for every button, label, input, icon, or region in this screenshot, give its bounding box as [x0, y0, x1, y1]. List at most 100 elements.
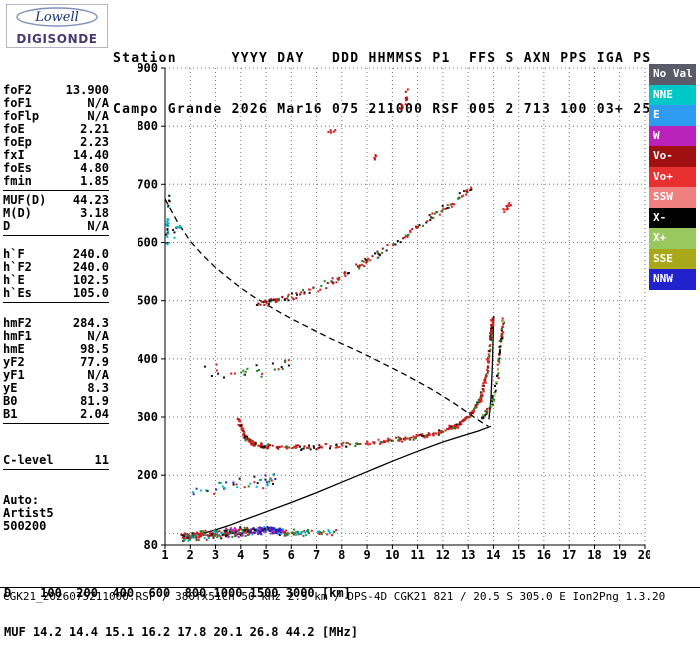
parameter-row: M(D) 3.18	[3, 207, 109, 220]
parameter-label: foF1	[3, 96, 32, 110]
parameter-value: N/A	[87, 368, 109, 382]
parameter-value: 77.9	[80, 355, 109, 369]
x-tick-label: 9	[363, 548, 370, 562]
x-tick-label: 10	[385, 548, 399, 562]
x-tick-label: 12	[436, 548, 450, 562]
ionogram-window: Lowell DIGISONDE Station YYYY DAY DDD HH…	[0, 4, 700, 639]
file-info-footer: CGK21_2026075211000.RSF / 380fx51Ch 50 k…	[3, 590, 666, 603]
panel-separator	[3, 469, 109, 470]
parameter-value: 14.40	[72, 148, 109, 162]
plot-grid	[165, 67, 646, 545]
y-tick-label: 400	[138, 352, 158, 366]
parameter-label: C-level	[3, 453, 54, 467]
parameter-value: 3.18	[80, 206, 109, 220]
footer-divider	[0, 587, 700, 588]
y-tick-label: 900	[138, 61, 158, 75]
legend-item-vo-: Vo-	[649, 146, 696, 167]
parameter-row: fmin 1.85	[3, 175, 109, 188]
y-tick-label: 200	[138, 468, 158, 482]
parameter-label: D	[3, 219, 11, 233]
parameter-row: foE 2.21	[3, 123, 109, 136]
parameter-label: yF1	[3, 368, 25, 382]
parameters-panel: foF2 13.900 foF1 N/A foFlp N/A foE 2.21 foEp 2.23…	[3, 84, 109, 533]
x-tick-label: 19	[612, 548, 626, 562]
parameter-value: 1.85	[80, 174, 109, 188]
muf-table: D 100 200 400 600 800 1000 1500 3000 [km…	[4, 561, 358, 665]
parameter-label: B0	[3, 394, 18, 408]
parameter-row: hmF2 284.3	[3, 317, 109, 330]
autoscale-info: Auto: Artist5 500200	[3, 494, 109, 533]
parameter-row: h`Es 105.0	[3, 287, 109, 300]
parameter-row: foF1 N/A	[3, 97, 109, 110]
panel-separator	[3, 235, 109, 236]
parameter-row: h`E 102.5	[3, 274, 109, 287]
x-tick-label: 1	[161, 548, 168, 562]
legend-item-e: E	[649, 105, 696, 126]
parameter-row: hmE 98.5	[3, 343, 109, 356]
x-tick-label: 4	[237, 548, 244, 562]
parameter-group: h`F 240.0 h`F2 240.0 h`E 102.5 h`Es 105.0	[3, 248, 109, 300]
x-tick-label: 14	[486, 548, 500, 562]
parameter-row: yE 8.3	[3, 382, 109, 395]
x-tick-label: 15	[511, 548, 525, 562]
parameter-value: 44.23	[72, 193, 109, 207]
direction-legend: No Val NNE E W Vo- Vo+ SSW X- X+ SSE NNW	[649, 64, 696, 290]
echo-trace-top-cluster-3	[373, 154, 377, 161]
x-tick-label: 20	[638, 548, 650, 562]
legend-item-x+: X+	[649, 228, 696, 249]
echo-trace-f-trace-o-mode	[236, 317, 495, 451]
parameter-group: hmF2 284.3 hmF1 N/A hmE 98.5 yF2 77.9 yF1 N/A yE 8.…	[3, 317, 109, 421]
parameter-value: 2.04	[80, 407, 109, 421]
parameter-row: foF2 13.900	[3, 84, 109, 97]
echo-trace-e-layer-left	[180, 529, 228, 543]
parameter-label: M(D)	[3, 206, 32, 220]
autoscale-info-line: Artist5	[3, 506, 54, 520]
echo-trace-spread-left-2	[172, 225, 182, 239]
parameter-value: 81.9	[80, 394, 109, 408]
parameter-group: MUF(D) 44.23 M(D) 3.18 D N/A	[3, 194, 109, 233]
x-tick-label: 16	[537, 548, 551, 562]
parameter-group: C-level 11	[3, 454, 109, 467]
x-tick-label: 13	[461, 548, 475, 562]
parameter-label: h`F	[3, 247, 25, 261]
parameter-label: h`F2	[3, 260, 32, 274]
logo-digisonde-text: DIGISONDE	[16, 32, 98, 46]
parameter-value: 240.0	[72, 247, 109, 261]
header-columns-line: Station YYYY DAY DDD HHMMSS P1 FFS S AXN…	[113, 51, 652, 66]
parameter-label: MUF(D)	[3, 193, 47, 207]
parameter-row: h`F 240.0	[3, 248, 109, 261]
y-tick-label: 700	[138, 177, 158, 191]
parameter-value: 105.0	[72, 286, 109, 300]
parameter-label: foFlp	[3, 109, 40, 123]
parameter-row: C-level 11	[3, 454, 109, 467]
parameter-value: N/A	[87, 329, 109, 343]
x-tick-label: 17	[562, 548, 576, 562]
lowell-logo-swoosh: Lowell	[16, 7, 98, 27]
x-tick-label: 5	[262, 548, 269, 562]
parameter-value: 8.3	[87, 381, 109, 395]
parameter-row: h`F2 240.0	[3, 261, 109, 274]
parameter-label: yF2	[3, 355, 25, 369]
parameter-value: 13.900	[65, 83, 109, 97]
parameter-row: D N/A	[3, 220, 109, 233]
echo-trace-right-cluster	[502, 202, 512, 214]
plot-curves	[164, 198, 495, 542]
y-tick-label: 600	[138, 236, 158, 250]
echo-trace-es-layer-blue-cluster	[247, 525, 287, 536]
parameter-label: foEp	[3, 135, 32, 149]
parameter-label: B1	[3, 407, 18, 421]
parameter-value: 2.21	[80, 122, 109, 136]
legend-item-w: W	[649, 125, 696, 146]
autoscale-info-line: Auto:	[3, 493, 40, 507]
echo-trace-spread-left-column	[164, 194, 171, 246]
muf-distance-line: D 100 200 400 600 800 1000 1500 3000 [km…	[4, 586, 351, 600]
parameter-value: 102.5	[72, 273, 109, 287]
legend-item-ssw: SSW	[649, 187, 696, 208]
y-tick-label: 300	[138, 410, 158, 424]
parameter-value: 4.80	[80, 161, 109, 175]
parameter-row: fxI 14.40	[3, 149, 109, 162]
x-tick-label: 7	[313, 548, 320, 562]
legend-item-x-: X-	[649, 207, 696, 228]
